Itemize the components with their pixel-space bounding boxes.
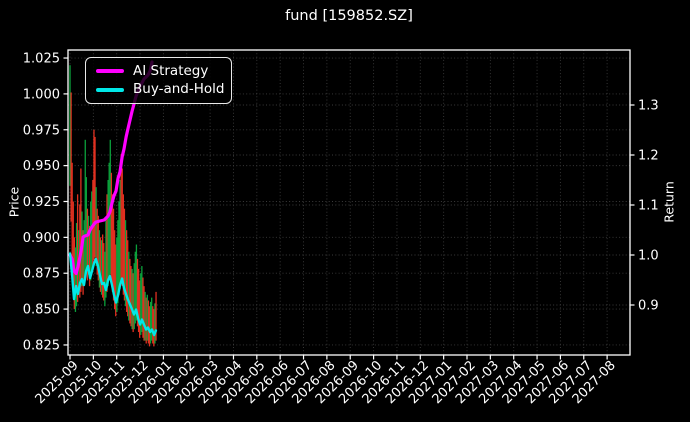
price-tick-label: 0.950 <box>23 159 60 174</box>
plot-frame <box>67 49 631 356</box>
return-tick-label: 1.0 <box>638 249 659 264</box>
ai-strategy-line-swatch <box>96 69 124 74</box>
buy-and-hold-line-swatch <box>96 87 124 92</box>
candlestick-bars <box>69 65 157 347</box>
legend: AI Strategy Buy-and-Hold <box>85 57 232 104</box>
chart-title: fund [159852.SZ] <box>285 8 413 24</box>
legend-label-ai-strategy: AI Strategy <box>133 62 209 79</box>
price-tick-label: 1.000 <box>23 87 60 102</box>
price-tick-label: 0.850 <box>23 303 60 318</box>
axis-ticks <box>63 57 635 360</box>
return-tick-label: 0.9 <box>638 299 659 314</box>
price-tick-label: 0.925 <box>23 195 60 210</box>
legend-item-buy-and-hold: Buy-and-Hold <box>96 81 225 97</box>
price-tick-label: 0.900 <box>23 231 60 246</box>
return-tick-label: 1.1 <box>638 199 659 214</box>
legend-item-ai-strategy: AI Strategy <box>96 62 221 79</box>
legend-label-buy-and-hold: Buy-and-Hold <box>133 81 225 97</box>
price-tick-label: 1.025 <box>23 52 60 67</box>
return-tick-label: 1.3 <box>638 99 659 114</box>
return-tick-label: 1.2 <box>638 149 659 164</box>
price-tick-label: 0.975 <box>23 123 60 138</box>
gridlines <box>68 50 630 355</box>
price-tick-label: 0.825 <box>23 338 60 353</box>
price-tick-label: 0.875 <box>23 267 60 282</box>
buy-and-hold-line <box>68 252 158 337</box>
